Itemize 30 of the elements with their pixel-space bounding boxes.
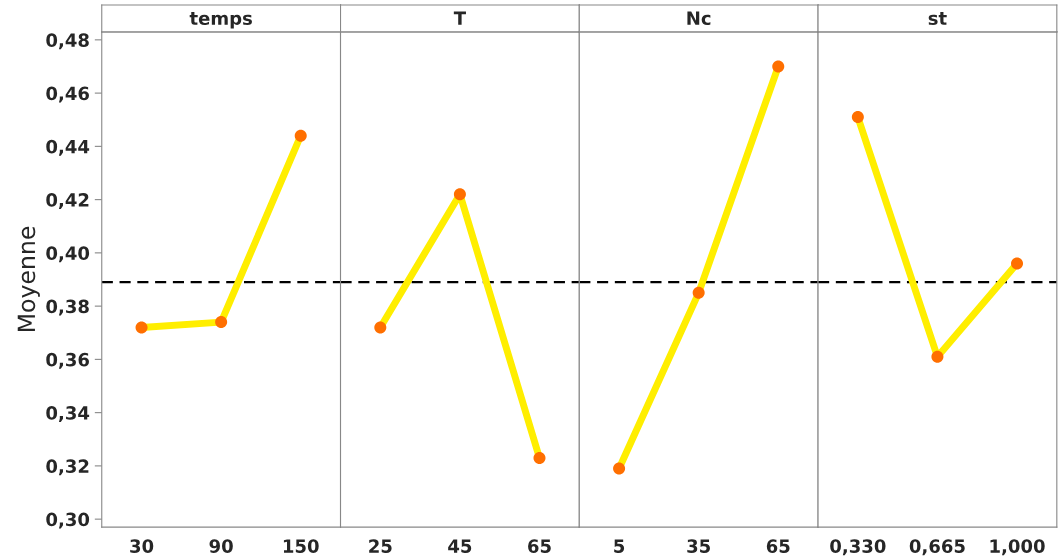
chart-title: T [453, 11, 466, 25]
y-tick-label: 0,48 [46, 33, 89, 50]
x-tick-label: 30 [130, 539, 154, 553]
y-tick-label: 0,38 [46, 299, 89, 316]
x-tick-label: 5 [614, 539, 625, 553]
y-tick-label: 0,42 [46, 193, 89, 210]
x-tick-label: 65 [528, 539, 551, 553]
x-tick-label: 25 [369, 539, 392, 553]
chart-title: temps [189, 12, 252, 29]
y-tick-label: 0,30 [46, 512, 90, 529]
y-tick-label: 0,44 [46, 139, 90, 156]
x-tick-label: 0,330 [830, 539, 886, 556]
chart-title: Nc [687, 11, 711, 26]
y-axis-title: Moyenne [17, 226, 40, 332]
x-tick-label: 1,000 [990, 539, 1045, 556]
y-tick-label: 0,46 [46, 86, 89, 103]
x-tick-label: 0,665 [909, 539, 965, 556]
y-tick-label: 0,32 [46, 459, 89, 476]
y-tick-label: 0,34 [46, 406, 90, 423]
x-tick-label: 90 [209, 539, 233, 553]
point [135, 321, 148, 334]
x-tick-label: 150 [283, 539, 319, 553]
y-tick-label: 0,36 [46, 352, 89, 369]
point [294, 129, 307, 142]
x-tick-label: 45 [448, 539, 472, 553]
x-tick-label: 65 [766, 539, 790, 553]
x-tick-label: 35 [687, 539, 710, 553]
point [215, 316, 228, 329]
y-tick-label: 0,40 [46, 246, 90, 263]
chart-title: st [928, 12, 947, 26]
